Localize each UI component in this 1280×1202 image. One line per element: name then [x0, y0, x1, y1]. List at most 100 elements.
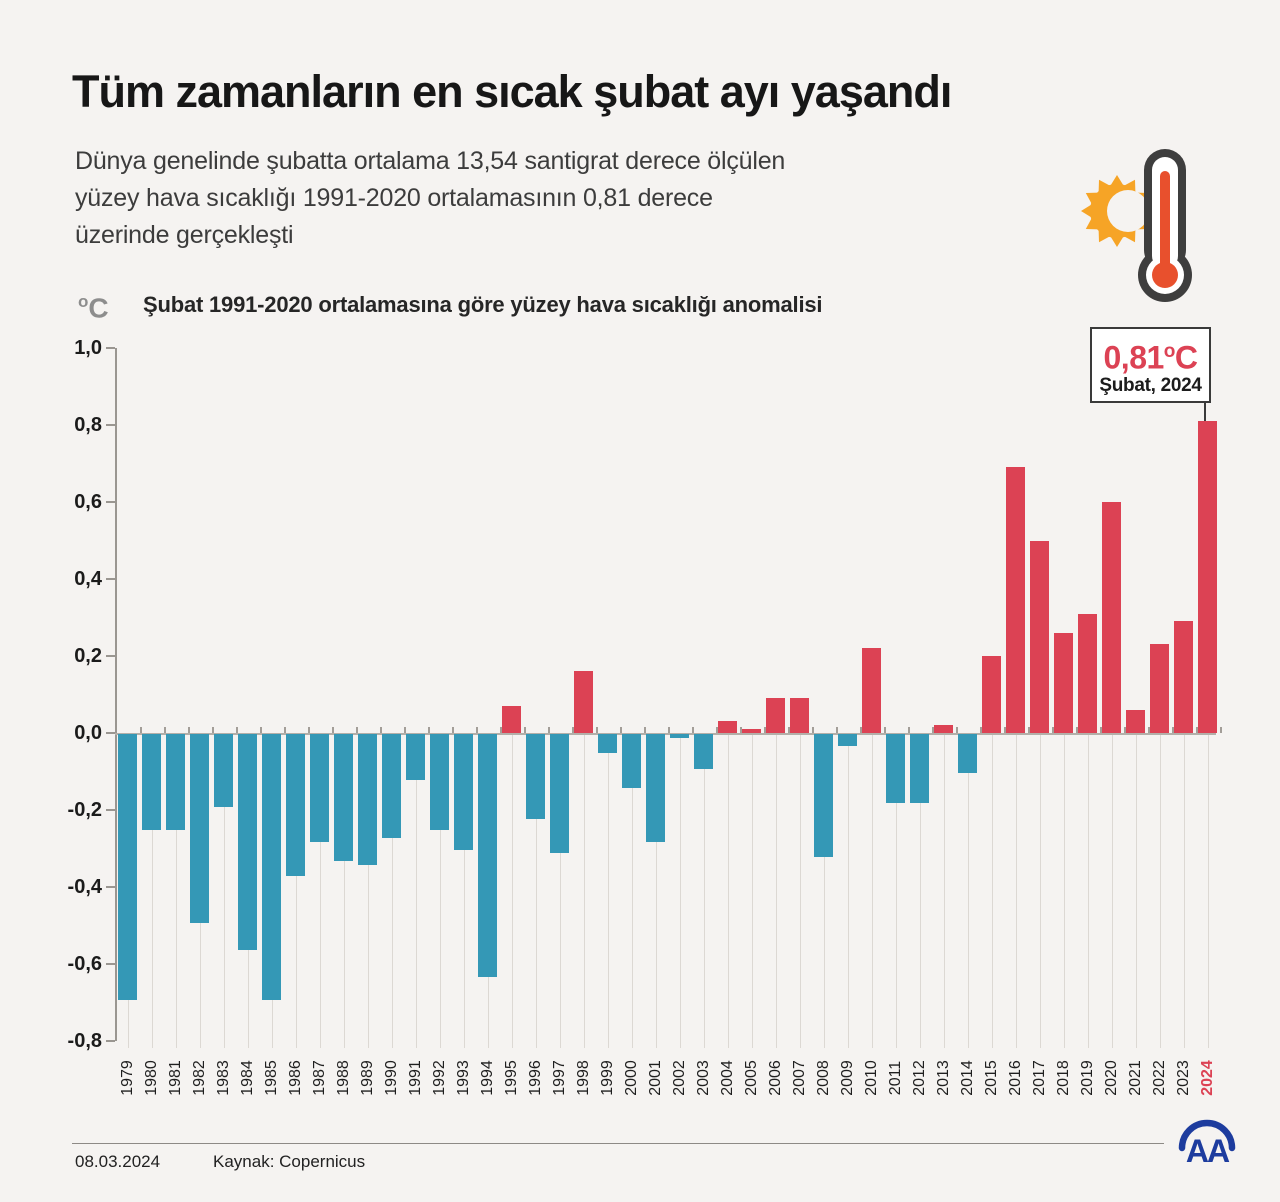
- annotation-label: Şubat, 2024: [1099, 374, 1202, 396]
- x-axis-label-2018: 2018: [1054, 1060, 1072, 1096]
- footer-divider: [72, 1143, 1164, 1144]
- x-axis-label-2004: 2004: [718, 1060, 736, 1096]
- year-gridline: [1207, 734, 1209, 1048]
- y-axis-label: 0,8: [74, 414, 102, 436]
- y-axis-label: -0,4: [67, 876, 102, 898]
- baseline-tick: [883, 727, 886, 733]
- x-axis-label-2014: 2014: [958, 1060, 976, 1096]
- year-gridline: [943, 734, 945, 1048]
- baseline-tick: [259, 727, 262, 733]
- x-axis-label-1989: 1989: [358, 1060, 376, 1096]
- bar-2019: [1077, 613, 1098, 733]
- baseline-tick: [187, 727, 190, 733]
- x-axis-label-1987: 1987: [310, 1060, 328, 1096]
- bar-2020: [1101, 502, 1122, 733]
- x-axis-label-2001: 2001: [646, 1060, 664, 1096]
- year-gridline: [679, 734, 681, 1048]
- year-gridline: [415, 734, 417, 1048]
- baseline-tick: [619, 727, 622, 733]
- x-axis-label-2005: 2005: [742, 1060, 760, 1096]
- x-axis-label-1981: 1981: [166, 1060, 184, 1096]
- year-gridline: [991, 734, 993, 1048]
- y-axis-tick: [106, 886, 115, 888]
- sun-icon: [1081, 175, 1153, 247]
- baseline-tick: [1123, 727, 1126, 733]
- x-axis-label-2006: 2006: [766, 1060, 784, 1096]
- chart-title: Şubat 1991-2020 ortalamasına göre yüzey …: [143, 292, 823, 317]
- svg-text:AA: AA: [1186, 1133, 1230, 1168]
- baseline-tick: [451, 727, 454, 733]
- year-gridline: [511, 734, 513, 1048]
- y-axis-label: 1,0: [74, 337, 102, 359]
- year-gridline: [1015, 734, 1017, 1048]
- y-axis-tick: [106, 655, 115, 657]
- y-axis-label: 0,6: [74, 491, 102, 513]
- x-axis-label-2003: 2003: [694, 1060, 712, 1096]
- baseline-tick: [1171, 727, 1174, 733]
- x-axis-label-1982: 1982: [190, 1060, 208, 1096]
- x-axis-label-2022: 2022: [1150, 1060, 1168, 1096]
- year-gridline: [703, 734, 705, 1048]
- year-gridline: [607, 734, 609, 1048]
- x-axis-label-1994: 1994: [478, 1060, 496, 1096]
- year-gridline: [175, 734, 177, 1048]
- bar-2003: [693, 734, 714, 769]
- year-gridline: [151, 734, 153, 1048]
- annotation-value: 0,81oC: [1103, 339, 1198, 376]
- baseline-tick: [1075, 727, 1078, 733]
- baseline-tick: [547, 727, 550, 733]
- baseline-tick: [379, 727, 382, 733]
- y-axis-tick: [106, 347, 115, 349]
- y-axis-label: 0,2: [74, 645, 102, 667]
- sun-thermometer-icon: [1081, 149, 1192, 302]
- bar-2001: [645, 734, 666, 842]
- year-gridline: [391, 734, 393, 1048]
- bar-2022: [1149, 644, 1170, 733]
- x-axis-label-1979: 1979: [118, 1060, 136, 1096]
- bar-2008: [813, 734, 834, 858]
- bar-1983: [213, 734, 234, 808]
- bar-2012: [909, 734, 930, 804]
- year-gridline: [1111, 734, 1113, 1048]
- bar-2015: [981, 656, 1002, 733]
- y-axis-tick: [106, 963, 115, 965]
- year-gridline: [1039, 734, 1041, 1048]
- bar-1981: [165, 734, 186, 831]
- x-axis-label-2000: 2000: [622, 1060, 640, 1096]
- bar-1991: [405, 734, 426, 781]
- bar-2002: [669, 734, 690, 738]
- footer-date: 08.03.2024: [75, 1152, 161, 1171]
- x-axis-label-1988: 1988: [334, 1060, 352, 1096]
- y-axis-tick: [106, 578, 115, 580]
- bar-1995: [501, 706, 522, 733]
- baseline-tick: [331, 727, 334, 733]
- annotation-badge: 0,81oC Şubat, 2024: [1090, 327, 1211, 403]
- y-axis-unit: oC: [78, 292, 109, 324]
- y-axis-tick: [106, 732, 115, 734]
- bar-1990: [381, 734, 402, 838]
- baseline-tick: [715, 727, 718, 733]
- bar-1993: [453, 734, 474, 850]
- baseline-tick: [1219, 727, 1222, 733]
- y-axis-label: -0,8: [67, 1030, 102, 1052]
- x-axis-label-2017: 2017: [1030, 1060, 1048, 1096]
- year-gridline: [775, 734, 777, 1048]
- bar-1997: [549, 734, 570, 854]
- baseline-tick: [595, 727, 598, 733]
- baseline-tick: [811, 727, 814, 733]
- year-gridline: [223, 734, 225, 1048]
- subtitle-line-2: yüzey hava sıcaklığı 1991-2020 ortalamas…: [75, 184, 713, 212]
- baseline-tick: [571, 727, 574, 733]
- year-gridline: [799, 734, 801, 1048]
- x-axis-label-1990: 1990: [382, 1060, 400, 1096]
- x-axis-label-2011: 2011: [886, 1060, 904, 1096]
- year-gridline: [871, 734, 873, 1048]
- baseline-tick: [307, 727, 310, 733]
- bar-2011: [885, 734, 906, 804]
- year-gridline: [967, 734, 969, 1048]
- annotation-connector-line: [1204, 403, 1206, 422]
- bar-1980: [141, 734, 162, 831]
- baseline-tick: [787, 727, 790, 733]
- subtitle-line-3: üzerinde gerçekleşti: [75, 221, 294, 249]
